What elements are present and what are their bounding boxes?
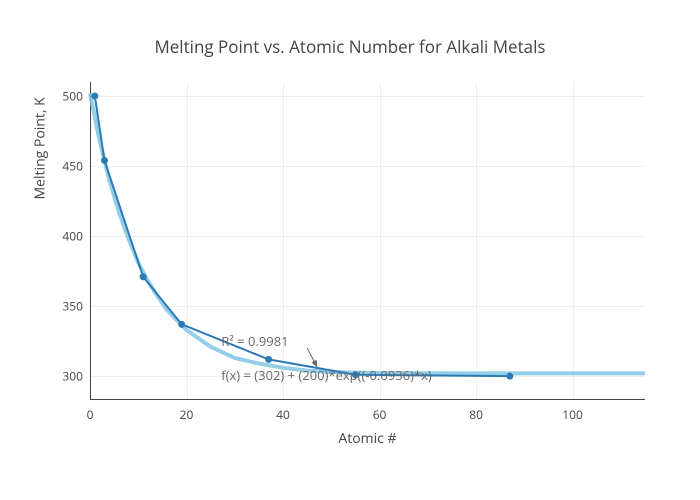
data-marker: [178, 321, 185, 328]
x-tick-label: 0: [87, 406, 94, 423]
y-tick-label: 350: [62, 298, 83, 315]
x-axis-title: Atomic #: [338, 429, 396, 448]
data-marker: [506, 373, 513, 380]
x-tick-label: 40: [276, 406, 290, 423]
y-tick-label: 400: [62, 228, 83, 245]
data-marker: [101, 157, 108, 164]
chart-container: Melting Point vs. Atomic Number for Alka…: [0, 0, 700, 500]
x-tick-label: 80: [469, 406, 483, 423]
data-marker: [140, 273, 147, 280]
fit-equation-text: f(x) = (302) + (200)*exp((-0.0936)*x): [221, 366, 431, 384]
data-marker: [91, 93, 98, 100]
y-tick-label: 500: [62, 88, 83, 105]
x-tick-label: 20: [180, 406, 194, 423]
y-tick-label: 450: [62, 158, 83, 175]
y-axis-title: Melting Point, K: [31, 97, 50, 199]
r-squared-text: R² = 0.9981: [221, 332, 288, 350]
plot-area: R² = 0.9981 f(x) = (302) + (200)*exp((-0…: [90, 82, 645, 400]
chart-title: Melting Point vs. Atomic Number for Alka…: [0, 0, 700, 58]
y-tick-label: 300: [62, 368, 83, 385]
x-tick-label: 60: [373, 406, 387, 423]
fit-annotation: R² = 0.9981 f(x) = (302) + (200)*exp((-0…: [201, 316, 432, 400]
x-tick-label: 100: [562, 406, 583, 423]
